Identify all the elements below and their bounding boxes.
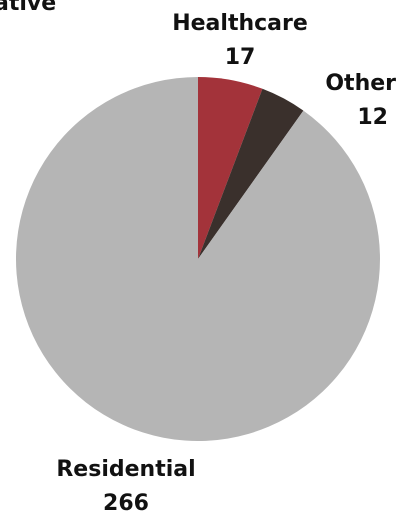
label-other: Other 12 xyxy=(325,71,396,130)
pie-slice-residential xyxy=(15,77,380,441)
label-residential: Residential 266 xyxy=(56,457,195,516)
slice-label-healthcare-value: 17 xyxy=(225,45,256,70)
slice-label-other-value: 12 xyxy=(357,105,388,130)
label-healthcare: Healthcare 17 xyxy=(172,11,308,70)
slice-label-residential-value: 266 xyxy=(103,491,149,516)
slice-label-residential-name: Residential xyxy=(56,457,195,482)
pie-slice-healthcare xyxy=(198,77,263,259)
pie-slice-other xyxy=(198,88,304,259)
slice-label-other-name: Other xyxy=(325,71,396,96)
chart-title-fragment: ative xyxy=(0,0,56,16)
pie-slices xyxy=(15,77,380,441)
slice-label-healthcare-name: Healthcare xyxy=(172,11,308,36)
